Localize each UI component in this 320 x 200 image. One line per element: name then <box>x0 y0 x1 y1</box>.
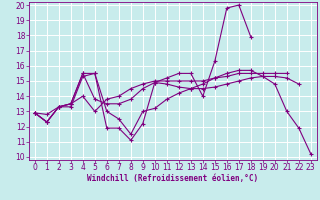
X-axis label: Windchill (Refroidissement éolien,°C): Windchill (Refroidissement éolien,°C) <box>87 174 258 183</box>
